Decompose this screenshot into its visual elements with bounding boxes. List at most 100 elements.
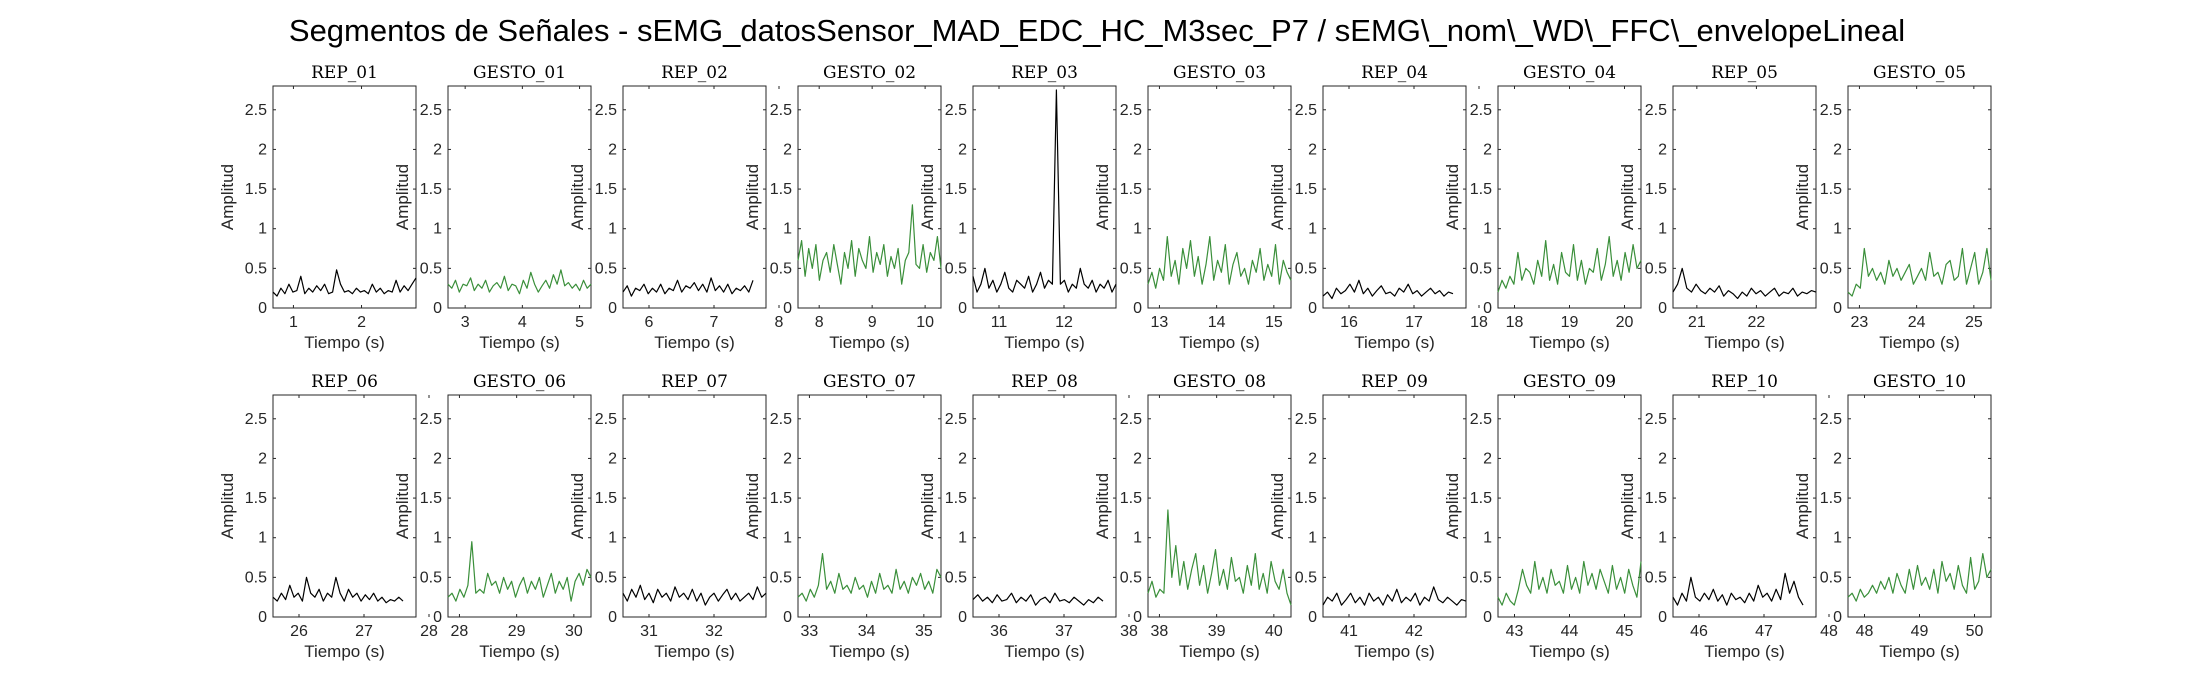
axes-box xyxy=(972,85,1117,309)
y-axis-label: Amplitud xyxy=(1618,473,1637,539)
subplot-title: GESTO_01 xyxy=(473,63,566,83)
x-tick-label: 44 xyxy=(1561,623,1579,640)
y-tick-label: 1.5 xyxy=(245,181,267,198)
y-axis-label: Amplitud xyxy=(393,164,412,230)
signal-line-rep_05 xyxy=(1672,267,1817,300)
y-tick-label: 0 xyxy=(958,300,967,317)
y-tick-label: 0.5 xyxy=(1645,569,1667,586)
y-axis-label: Amplitud xyxy=(1268,164,1287,230)
y-tick-label: 1.5 xyxy=(945,181,967,198)
y-tick-label: 1 xyxy=(1308,221,1317,238)
subplot-title: GESTO_02 xyxy=(823,63,916,83)
x-tick-label: 18 xyxy=(1470,314,1488,331)
subplot-19: 0 0.5 1 1.5 2 2.5 46 47 48 REP_10 Tiempo (s) Amplit… xyxy=(1618,372,1838,661)
subplot-3: 0 0.5 1 1.5 2 2.5 6 7 8 REP_02 Tiempo (s) Amplitud xyxy=(568,63,784,352)
y-tick-label: 2.5 xyxy=(770,102,792,119)
y-tick-label: 2 xyxy=(608,141,617,158)
axes-box xyxy=(1672,85,1817,309)
y-tick-label: 1.5 xyxy=(1295,181,1317,198)
y-tick-label: 0.5 xyxy=(245,569,267,586)
axes-box xyxy=(1322,394,1467,618)
y-axis-label: Amplitud xyxy=(1093,473,1112,539)
y-tick-label: 2.5 xyxy=(1295,411,1317,428)
y-tick-label: 0 xyxy=(1833,609,1842,626)
y-axis-label: Amplitud xyxy=(743,164,762,230)
x-tick-label: 3 xyxy=(461,314,470,331)
x-tick-label: 39 xyxy=(1208,623,1226,640)
y-tick-label: 0.5 xyxy=(770,569,792,586)
x-axis-label: Tiempo (s) xyxy=(1704,333,1785,352)
subplot-6: 0 0.5 1 1.5 2 2.5 13 14 15 GESTO_03 Tiempo (s) Ampl… xyxy=(1093,63,1292,352)
x-tick-label: 38 xyxy=(1120,623,1138,640)
x-tick-label: 2 xyxy=(357,314,366,331)
x-tick-label: 40 xyxy=(1265,623,1283,640)
y-tick-label: 2.5 xyxy=(770,411,792,428)
subplot-title: REP_02 xyxy=(661,63,728,83)
subplot-title: GESTO_09 xyxy=(1523,372,1616,392)
y-axis-label: Amplitud xyxy=(218,164,237,230)
x-tick-label: 11 xyxy=(991,314,1008,331)
y-tick-label: 0.5 xyxy=(1820,569,1842,586)
x-tick-label: 36 xyxy=(990,623,1008,640)
y-tick-label: 0 xyxy=(258,300,267,317)
y-tick-label: 1.5 xyxy=(595,490,617,507)
y-tick-label: 0 xyxy=(1833,300,1842,317)
y-tick-label: 2.5 xyxy=(245,102,267,119)
y-tick-label: 1 xyxy=(1483,530,1492,547)
x-axis-label: Tiempo (s) xyxy=(304,333,385,352)
x-axis-label: Tiempo (s) xyxy=(1354,333,1435,352)
y-tick-label: 2 xyxy=(258,450,267,467)
x-tick-label: 45 xyxy=(1616,623,1634,640)
y-tick-label: 0.5 xyxy=(1820,260,1842,277)
y-tick-label: 0.5 xyxy=(245,260,267,277)
y-tick-label: 2 xyxy=(1308,141,1317,158)
subplot-title: REP_05 xyxy=(1711,63,1778,83)
y-tick-label: 0.5 xyxy=(1470,260,1492,277)
y-tick-label: 2 xyxy=(1833,141,1842,158)
x-tick-label: 17 xyxy=(1405,314,1423,331)
subplot-title: REP_06 xyxy=(311,372,378,392)
subplot-title: GESTO_05 xyxy=(1873,63,1966,83)
x-tick-label: 9 xyxy=(868,314,877,331)
x-tick-label: 29 xyxy=(508,623,526,640)
subplot-title: GESTO_08 xyxy=(1173,372,1266,392)
x-tick-label: 34 xyxy=(858,623,876,640)
figure-title: Segmentos de Señales - sEMG_datosSensor_… xyxy=(289,13,1905,48)
axes-box xyxy=(1672,394,1817,618)
subplot-17: 0 0.5 1 1.5 2 2.5 41 42 REP_09 Tiempo (s) Amplitud xyxy=(1268,372,1467,661)
y-axis-label: Amplitud xyxy=(1793,473,1812,539)
y-tick-label: 0 xyxy=(783,609,792,626)
y-axis-label: Amplitud xyxy=(218,473,237,539)
y-tick-label: 0 xyxy=(1483,300,1492,317)
axes-box xyxy=(272,85,417,309)
x-tick-label: 42 xyxy=(1405,623,1423,640)
x-tick-label: 16 xyxy=(1340,314,1358,331)
x-axis-label: Tiempo (s) xyxy=(479,642,560,661)
subplot-title: GESTO_03 xyxy=(1173,63,1266,83)
x-tick-label: 43 xyxy=(1506,623,1524,640)
subplot-11: 0 0.5 1 1.5 2 2.5 26 27 28 REP_06 Tiempo (s) Amplit… xyxy=(218,372,438,661)
y-tick-label: 2.5 xyxy=(945,102,967,119)
signal-line-gesto_06 xyxy=(447,541,592,602)
x-tick-label: 15 xyxy=(1265,314,1283,331)
x-axis-label: Tiempo (s) xyxy=(1879,333,1960,352)
y-tick-label: 0 xyxy=(1658,609,1667,626)
y-axis-label: Amplitud xyxy=(918,164,937,230)
y-tick-label: 1 xyxy=(1833,530,1842,547)
y-tick-label: 0.5 xyxy=(1295,569,1317,586)
x-tick-label: 21 xyxy=(1688,314,1706,331)
subplot-5: 0 0.5 1 1.5 2 2.5 11 12 REP_03 Tiempo (s) Amplitud xyxy=(918,63,1117,352)
y-tick-label: 0.5 xyxy=(595,569,617,586)
axes-box xyxy=(1147,85,1292,309)
x-tick-label: 46 xyxy=(1690,623,1708,640)
y-tick-label: 2.5 xyxy=(945,411,967,428)
y-tick-label: 0.5 xyxy=(1295,260,1317,277)
x-tick-label: 31 xyxy=(640,623,658,640)
y-tick-label: 2.5 xyxy=(1120,411,1142,428)
subplot-title: GESTO_07 xyxy=(823,372,916,392)
y-tick-label: 0 xyxy=(958,609,967,626)
x-tick-label: 14 xyxy=(1208,314,1226,331)
y-tick-label: 1.5 xyxy=(420,490,442,507)
x-tick-label: 1 xyxy=(289,314,298,331)
y-tick-label: 0.5 xyxy=(420,569,442,586)
